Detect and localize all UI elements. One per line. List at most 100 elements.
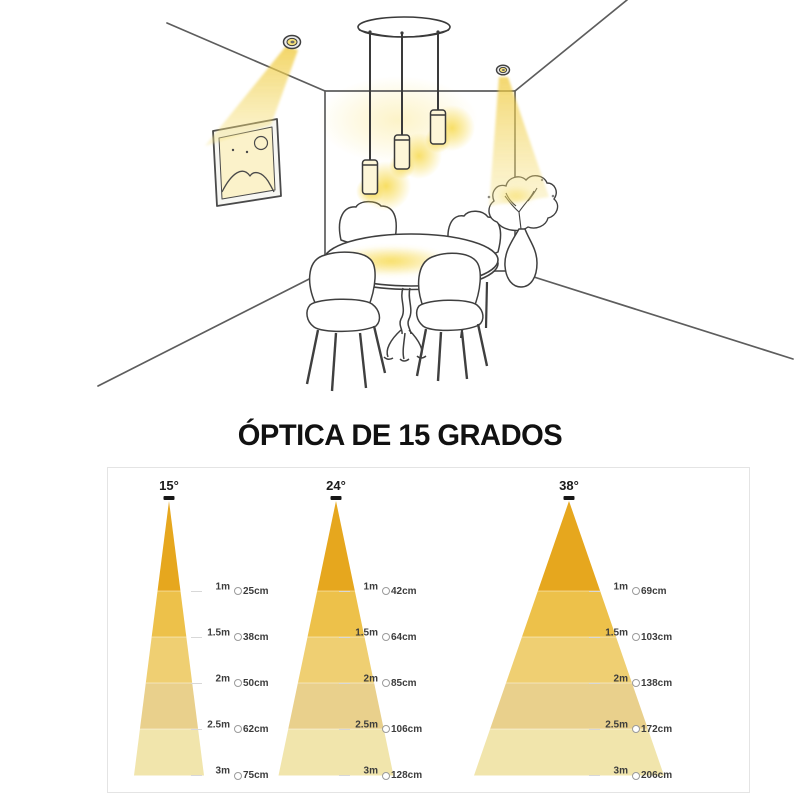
diameter-label: 25cm [243, 585, 269, 597]
beam-cone [134, 501, 204, 776]
light-fixture-icon [330, 496, 342, 500]
diameter-label: 172cm [641, 723, 673, 735]
diameter-label: 38cm [243, 631, 269, 643]
leader-dash [339, 775, 350, 776]
beam-measurement-row: 3m 206cm [589, 765, 672, 783]
beam-measurement-row: 1.5m 38cm [191, 627, 269, 644]
beam-measurement-row: 1m 25cm [191, 581, 269, 598]
leader-dash [589, 590, 600, 592]
diameter-circle-icon [234, 679, 242, 687]
beam-measurement-row: 1m 42cm [339, 581, 417, 598]
chair-front-left [305, 251, 387, 392]
beam-measurement-row: 1.5m 103cm [589, 627, 673, 644]
beam-measurement-row: 2.5m 106cm [339, 719, 423, 736]
light-beam-left [205, 46, 298, 146]
diameter-circle-icon [234, 725, 242, 733]
beam-angle-label: 15° [159, 478, 179, 493]
leader-dash [589, 682, 600, 684]
ceiling-spotlight-left [282, 34, 302, 50]
diameter-circle-icon [632, 771, 640, 780]
diameter-circle-icon [382, 725, 390, 733]
beam-angle-diagram: 15° 1m 25cm 1.5m 38cm 2m 50cm 2.5m 62cm 3m 75cm 24°… [107, 467, 750, 793]
beam-band [145, 637, 193, 683]
room-illustration [97, 0, 794, 392]
pendant-cords [369, 32, 439, 161]
pendant-canopy [357, 16, 451, 38]
distance-label: 1m [363, 581, 378, 592]
diameter-label: 64cm [391, 631, 417, 643]
beam-measurement-row: 2m 138cm [589, 673, 673, 690]
distance-label: 3m [613, 765, 628, 777]
distance-label: 3m [215, 765, 230, 777]
beam-band [307, 591, 365, 637]
beam-angle-label: 24° [326, 478, 346, 493]
diameter-circle-icon [382, 633, 390, 641]
diameter-label: 138cm [641, 677, 673, 689]
frame-sun [253, 135, 269, 151]
beam-band [151, 591, 187, 637]
diameter-circle-icon [632, 633, 640, 641]
distance-label: 1m [613, 581, 628, 592]
diameter-label: 62cm [243, 723, 269, 735]
beam-band [134, 729, 204, 776]
diameter-circle-icon [234, 587, 242, 595]
page-title: ÓPTICA DE 15 GRADOS [237, 419, 563, 452]
leader-dash [191, 590, 202, 592]
diameter-label: 128cm [391, 770, 423, 781]
diameter-label: 75cm [243, 770, 269, 781]
diameter-circle-icon [632, 725, 640, 733]
leader-dash [589, 728, 600, 730]
beam-band [157, 501, 181, 591]
beam-measurement-row: 2.5m 62cm [191, 719, 269, 736]
distance-label: 1.5m [207, 627, 230, 638]
beam-cone [278, 501, 394, 776]
distance-label: 3m [363, 765, 378, 777]
beam-measurement-row: 2m 85cm [339, 673, 417, 690]
distance-label: 1.5m [355, 627, 378, 638]
distance-label: 2m [363, 673, 378, 684]
beam-band [278, 729, 394, 776]
leader-dash [339, 636, 350, 638]
leader-dash [589, 636, 600, 638]
leader-dash [339, 728, 350, 730]
pendant-lamp [356, 16, 475, 211]
beam-band [474, 729, 664, 776]
chair-front-right [415, 252, 489, 382]
beam-cone [474, 501, 664, 776]
light-beam-right [489, 77, 549, 206]
distance-label: 2.5m [355, 719, 378, 730]
distance-label: 2m [613, 673, 628, 684]
beam-band [537, 501, 601, 591]
diameter-circle-icon [632, 587, 640, 595]
leader-dash [339, 682, 350, 684]
leader-dash [589, 775, 600, 776]
picture-frame [212, 118, 282, 207]
diameter-label: 103cm [641, 631, 673, 643]
diameter-circle-icon [234, 771, 242, 780]
beam-band [288, 683, 384, 729]
diameter-label: 69cm [641, 585, 667, 597]
ceiling-spotlight-right [495, 64, 511, 76]
beam-band [139, 683, 199, 729]
leader-dash [191, 775, 202, 776]
distance-label: 2m [215, 673, 230, 684]
light-fixture-icon [563, 496, 575, 500]
beam-band [297, 637, 375, 683]
diameter-circle-icon [632, 679, 640, 687]
diameter-label: 106cm [391, 723, 423, 735]
diameter-circle-icon [382, 771, 390, 780]
leader-dash [191, 728, 202, 730]
diameter-label: 42cm [391, 585, 417, 597]
distance-label: 1m [215, 581, 230, 592]
beam-measurement-row: 1.5m 64cm [339, 627, 417, 644]
diameter-label: 85cm [391, 677, 417, 689]
light-fixture-icon [163, 496, 175, 500]
diameter-circle-icon [234, 633, 242, 641]
beam-band [317, 501, 355, 591]
distance-label: 2.5m [605, 719, 628, 730]
beam-band [506, 637, 632, 683]
beam-measurement-row: 3m 75cm [191, 765, 269, 783]
diameter-label: 50cm [243, 677, 269, 689]
leader-dash [339, 590, 350, 592]
beam-measurement-row: 1m 69cm [589, 581, 667, 598]
